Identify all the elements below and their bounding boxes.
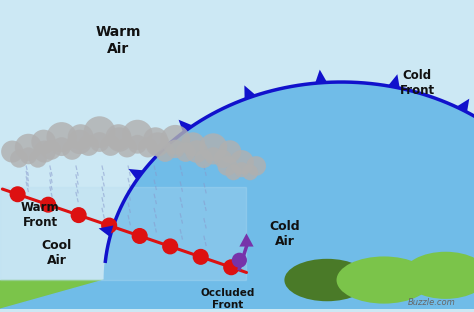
Circle shape — [155, 143, 175, 162]
Circle shape — [34, 140, 56, 163]
Circle shape — [71, 208, 86, 222]
Circle shape — [185, 140, 208, 163]
Polygon shape — [456, 99, 469, 112]
Circle shape — [200, 133, 227, 161]
Circle shape — [102, 218, 117, 233]
Circle shape — [132, 229, 147, 243]
Polygon shape — [0, 82, 474, 309]
Circle shape — [232, 253, 247, 268]
Circle shape — [68, 124, 93, 150]
Circle shape — [242, 164, 258, 180]
Text: Warm
Air: Warm Air — [96, 26, 141, 56]
Circle shape — [161, 125, 190, 154]
Circle shape — [1, 140, 23, 163]
Circle shape — [10, 150, 28, 168]
Circle shape — [67, 130, 92, 154]
Circle shape — [41, 140, 61, 160]
Circle shape — [106, 124, 131, 150]
Circle shape — [181, 132, 205, 156]
Circle shape — [31, 130, 56, 154]
Circle shape — [176, 143, 195, 162]
Text: Buzzle.com: Buzzle.com — [407, 298, 455, 307]
Text: Warm
Front: Warm Front — [21, 201, 60, 229]
Polygon shape — [315, 70, 327, 83]
Circle shape — [166, 140, 185, 158]
Polygon shape — [99, 226, 113, 237]
Circle shape — [205, 147, 222, 164]
Ellipse shape — [403, 252, 474, 299]
Circle shape — [78, 135, 99, 156]
Circle shape — [52, 137, 71, 156]
Polygon shape — [388, 74, 400, 88]
Polygon shape — [179, 120, 193, 132]
Circle shape — [193, 250, 208, 264]
Text: Cold
Air: Cold Air — [269, 220, 300, 248]
Circle shape — [100, 135, 121, 156]
Circle shape — [234, 162, 249, 177]
Circle shape — [62, 140, 82, 160]
Circle shape — [146, 132, 170, 156]
Ellipse shape — [284, 259, 370, 301]
Circle shape — [224, 260, 238, 275]
Circle shape — [214, 150, 232, 168]
Circle shape — [90, 132, 109, 152]
Circle shape — [246, 156, 266, 176]
Circle shape — [226, 164, 241, 180]
Circle shape — [20, 147, 37, 164]
Circle shape — [194, 150, 213, 168]
Circle shape — [107, 127, 132, 152]
Circle shape — [163, 239, 178, 254]
Circle shape — [128, 135, 147, 154]
Circle shape — [229, 150, 254, 174]
Circle shape — [10, 187, 25, 202]
Ellipse shape — [337, 256, 431, 304]
Circle shape — [29, 150, 47, 168]
Polygon shape — [239, 233, 254, 246]
Text: Cold
Front: Cold Front — [400, 69, 435, 97]
Circle shape — [143, 127, 168, 152]
Circle shape — [46, 122, 77, 152]
Circle shape — [138, 138, 158, 158]
Circle shape — [122, 120, 153, 150]
Circle shape — [117, 138, 137, 158]
Circle shape — [218, 156, 237, 176]
Circle shape — [83, 116, 116, 148]
Polygon shape — [0, 280, 474, 309]
Text: Cool
Air: Cool Air — [42, 239, 72, 267]
Circle shape — [41, 197, 55, 212]
Circle shape — [15, 134, 42, 161]
Polygon shape — [0, 187, 246, 280]
Polygon shape — [245, 85, 256, 99]
Circle shape — [219, 140, 241, 163]
Polygon shape — [128, 169, 144, 180]
Text: Occluded
Front: Occluded Front — [201, 288, 255, 310]
